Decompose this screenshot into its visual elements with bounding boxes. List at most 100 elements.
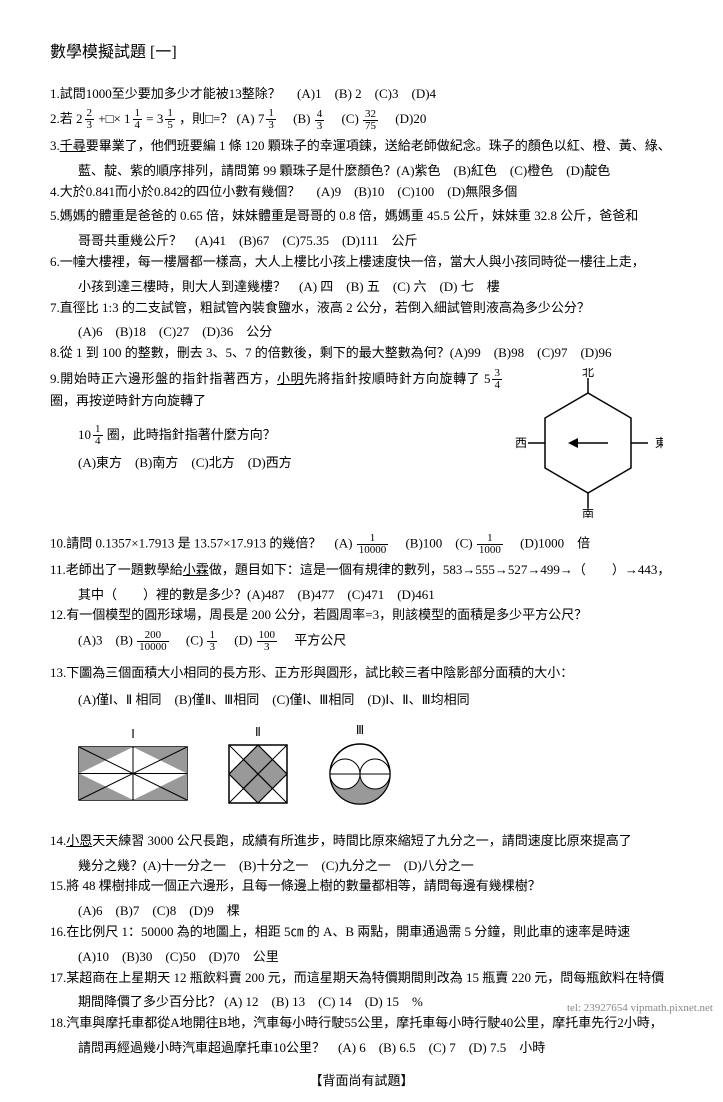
q1: 1.試問1000至少要加多少才能被13整除？ (A)1 (B) 2 (C)3 (…: [50, 84, 673, 105]
q15: 15.將 48 棵樹排成一個正六邊形，且每一條邊上樹的數量都相等，請問每邊有幾棵…: [50, 876, 673, 897]
shape2-icon: [228, 744, 288, 804]
q1-stem: 試問1000至少要加多少才能被13整除？: [60, 86, 281, 101]
q3: 3.千尋要畢業了，他們班要編 1 條 120 顆珠子的幸運項鍊，送給老師做紀念。…: [50, 136, 673, 157]
q14-l2: 幾分之幾？(A)十一分之一 (B)十分之一 (C)九分之一 (D)八分之一: [50, 856, 673, 877]
q2-d1: 3: [85, 120, 95, 131]
q11: 11.老師出了一題數學給小霖做，題目如下：這是一個有規律的數列，583→555→…: [50, 560, 673, 581]
q13-opts: (A)僅Ⅰ、Ⅱ 相同 (B)僅Ⅱ、Ⅲ相同 (C)僅Ⅰ、Ⅲ相同 (D)Ⅰ、Ⅱ、Ⅲ均…: [50, 690, 673, 711]
q12-oc: (C): [173, 633, 207, 648]
q17: 17.某超商在上星期天 12 瓶飲料賣 200 元，而這星期天為特價期間則改為 …: [50, 968, 673, 989]
q9-line2: 1014 圈，此時指針指著什麼方向？: [50, 424, 503, 447]
q9: 9.開始時正六邊形盤的指針指著西方，小明先將指針按順時針方向旋轉了 534 圈，…: [50, 368, 503, 412]
q3-l1: 要畢業了，他們班要編 1 條 120 顆珠子的幸運項鍊，送給老師做紀念。珠子的顏…: [86, 138, 671, 153]
q14: 14.小恩天天練習 3000 公尺長跑，成績有所進步，時間比原來縮短了九分之一，…: [50, 831, 673, 852]
q12-od: (D): [221, 633, 255, 648]
q16-l1: 在比例尺 1：50000 為的地圖上，相距 5㎝ 的 A、B 兩點，開車通過需 …: [66, 924, 630, 939]
page-footer: 【背面尚有試題】: [50, 1071, 673, 1092]
q2-aw: 7: [258, 109, 265, 130]
shape3-icon: [328, 742, 392, 806]
q7: 7.直徑比 1:3 的二支試管，粗試管內裝食鹽水，液高 2 公分，若倒入細試管則…: [50, 298, 673, 319]
q8-stem: 從 1 到 100 的整數，刪去 3、5、7 的倍數後，剩下的最大整數為何？(A…: [60, 345, 612, 360]
shape2-label: Ⅱ: [228, 723, 288, 742]
q6-l1: 一幢大樓裡，每一樓層都一樣高，大人上樓比小孩上樓速度快一倍，當大人與小孩同時從一…: [60, 254, 645, 269]
q7-l1: 直徑比 1:3 的二支試管，粗試管內裝食鹽水，液高 2 公分，若倒入細試管則液高…: [60, 300, 590, 315]
q9-l1: 開始時正六邊形盤的指針指著西方，: [60, 371, 277, 386]
q12-dd: 3: [257, 642, 278, 653]
q9-name: 小明: [277, 371, 304, 386]
label-west: 西: [515, 436, 527, 450]
q9-l1e: 圈，再按逆時針方向旋轉了: [50, 393, 206, 408]
q13-shapes: Ⅰ Ⅱ Ⅲ: [50, 721, 673, 813]
hexagon-diagram: 北 南 東 西: [513, 368, 673, 525]
shape1-label: Ⅰ: [78, 725, 188, 744]
q6: 6.一幢大樓裡，每一樓層都一樣高，大人上樓比小孩上樓速度快一倍，當大人與小孩同時…: [50, 252, 673, 273]
q10-b: (B)100 (C): [392, 535, 475, 550]
q3-l2: 藍、靛、紫的順序排列，請問第 99 顆珠子是什麼顏色？(A)紫色 (B)紅色 (…: [50, 161, 673, 182]
q10-cn: 1: [477, 533, 503, 545]
q2-ob: (B): [280, 111, 314, 126]
q10-d: (D)1000 倍: [507, 535, 590, 550]
q10-stem: 請問 0.1357×1.7913 是 13.57×17.913 的幾倍？ (A): [66, 535, 355, 550]
q9-opts: (A)東方 (B)南方 (C)北方 (D)西方: [50, 453, 503, 474]
q11-l1: 老師出了一題數學給: [66, 562, 183, 577]
q10-ad: 10000: [357, 545, 389, 556]
q9-r2w: 10: [78, 425, 91, 446]
shape3-label: Ⅲ: [328, 721, 392, 740]
q4-opts: (A)9 (B)10 (C)100 (D)無限多個: [317, 184, 518, 199]
q17-l1: 某超商在上星期天 12 瓶飲料賣 200 元，而這星期天為特價期間則改為 15 …: [66, 970, 664, 985]
q10: 10.請問 0.1357×1.7913 是 13.57×17.913 的幾倍？ …: [50, 533, 673, 556]
q10-an: 1: [357, 533, 389, 545]
q2-ad: 3: [266, 120, 276, 131]
q13: 13.下圖為三個面積大小相同的長方形、正方形與圓形，試比較三者中陰影部分面積的大…: [50, 663, 673, 684]
q9-r1d: 4: [492, 380, 502, 391]
q12-bd: 10000: [137, 642, 169, 653]
q9-r2n: 1: [93, 424, 103, 436]
q12: 12.有一個模型的圓形球場，周長是 200 公分，若圓周率=3，則該模型的面積是…: [50, 605, 673, 626]
q16: 16.在比例尺 1：50000 為的地圖上，相距 5㎝ 的 A、B 兩點，開車通…: [50, 922, 673, 943]
q9-r1w: 5: [484, 369, 491, 390]
q9-r2d: 4: [93, 436, 103, 447]
q2-oc: (C): [328, 111, 362, 126]
exam-title: 數學模擬試題 [一]: [50, 40, 673, 66]
label-south: 南: [582, 506, 594, 518]
q11-name: 小霖: [183, 562, 209, 577]
q2-w2: 1: [124, 109, 131, 130]
q8: 8.從 1 到 100 的整數，刪去 3、5、7 的倍數後，剩下的最大整數為何？…: [50, 343, 673, 364]
q2-d3: 5: [165, 120, 175, 131]
q15-l1: 將 48 棵樹排成一個正六邊形，且每一條邊上樹的數量都相等，請問每邊有幾棵樹？: [66, 878, 541, 893]
label-east: 東: [655, 436, 663, 450]
q15-l2: (A)6 (B)7 (C)8 (D)9 棵: [50, 901, 673, 922]
q1-opts: (A)1 (B) 2 (C)3 (D)4: [297, 86, 436, 101]
q16-l2: (A)10 (B)30 (C)50 (D)70 公里: [50, 947, 673, 968]
q4-stem: 大於0.841而小於0.842的四位小數有幾個？: [60, 184, 301, 199]
q11-l2: 其中（ ）裡的數是多少？(A)487 (B)477 (C)471 (D)461: [50, 585, 673, 606]
q2-m1: +□×: [98, 111, 121, 126]
q12-tail: 平方公尺: [281, 633, 346, 648]
q9-l2: 圈，此時指針指著什麼方向？: [107, 427, 276, 442]
q12-stem: 有一個模型的圓形球場，周長是 200 公分，若圓周率=3，則該模型的面積是多少平…: [66, 607, 587, 622]
q12-opts: (A)3 (B) 20010000 (C) 13 (D) 1003 平方公尺: [50, 630, 673, 653]
q12-cd: 3: [207, 642, 217, 653]
q5-l1: 媽媽的體重是爸爸的 0.65 倍，妹妹體重是哥哥的 0.8 倍，媽媽重 45.5…: [60, 208, 639, 223]
q2-pre: 若: [60, 111, 73, 126]
q18-l2: 請問再經過幾小時汽車超過摩托車10公里？ (A) 6 (B) 6.5 (C) 7…: [50, 1038, 673, 1059]
q14-p1: 天天練習 3000 公尺長跑，成績有所進步，時間比原來縮短了九分之一，請問速度比…: [92, 833, 632, 848]
q6-l2: 小孩到達三樓時，則大人到達幾樓？ (A) 四 (B) 五 (C) 六 (D) 七…: [50, 277, 673, 298]
q10-cd: 1000: [477, 545, 503, 556]
q2-w3: 3: [157, 109, 164, 130]
q12-oa: (A)3 (B): [78, 633, 136, 648]
q2-d2: 4: [133, 120, 143, 131]
q11-p1: 做，題目如下：這是一個有規律的數列，583→555→527→499→（ ）→44…: [209, 562, 671, 577]
label-north: 北: [582, 368, 594, 379]
q13-stem: 下圖為三個面積大小相同的長方形、正方形與圓形，試比較三者中陰影部分面積的大小：: [66, 665, 573, 680]
shape1-icon: [78, 746, 188, 801]
q2-m2: =: [146, 111, 157, 126]
q7-l2: (A)6 (B)18 (C)27 (D)36 公分: [50, 322, 673, 343]
q2-post: ，則□=？ (A): [179, 111, 258, 126]
q3-name: 千尋: [60, 138, 86, 153]
q5-l2: 哥哥共重幾公斤？ (A)41 (B)67 (C)75.35 (D)111 公斤: [50, 231, 673, 252]
q9-p1: 先將指針按順時針方向旋轉了: [304, 371, 480, 386]
q2-w1: 2: [76, 109, 83, 130]
watermark: tel: 23927654 vipmath.pixnet.net: [567, 1000, 713, 1018]
q14-name: 小恩: [66, 833, 92, 848]
